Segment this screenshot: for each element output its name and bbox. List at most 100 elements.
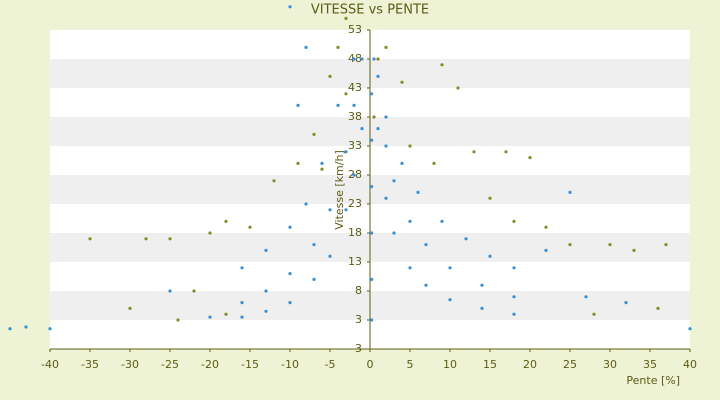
point xyxy=(344,208,348,212)
point xyxy=(328,74,332,78)
point xyxy=(408,266,412,270)
point xyxy=(272,179,276,183)
point xyxy=(336,103,340,107)
point xyxy=(320,167,324,171)
point xyxy=(370,277,374,281)
point xyxy=(370,92,374,96)
y-tick-label: 23 xyxy=(348,197,362,210)
point xyxy=(224,219,228,223)
x-tick-label: 20 xyxy=(523,358,537,371)
point xyxy=(344,16,348,20)
x-tick-label: -40 xyxy=(41,358,59,371)
point xyxy=(312,132,316,136)
point xyxy=(392,179,396,183)
point xyxy=(440,219,444,223)
point xyxy=(480,283,484,287)
point xyxy=(416,190,420,194)
point xyxy=(208,231,212,235)
point xyxy=(568,243,572,247)
point xyxy=(336,45,340,50)
point xyxy=(312,277,316,281)
point xyxy=(372,57,376,61)
point xyxy=(24,325,28,329)
point xyxy=(288,225,292,229)
x-tick-label: 40 xyxy=(683,358,697,371)
point xyxy=(424,283,428,287)
point xyxy=(488,196,492,200)
point xyxy=(528,156,532,160)
point xyxy=(352,173,356,177)
point xyxy=(144,237,148,241)
point xyxy=(344,92,348,96)
point xyxy=(512,312,516,316)
point xyxy=(512,266,516,270)
point xyxy=(408,219,412,223)
x-tick-label: 25 xyxy=(563,358,577,371)
point xyxy=(288,301,292,305)
point xyxy=(544,225,548,229)
point xyxy=(384,115,388,119)
point xyxy=(240,315,244,319)
point xyxy=(584,295,588,299)
y-tick-label: 33 xyxy=(348,139,362,152)
point xyxy=(304,202,308,206)
point xyxy=(472,150,476,154)
point xyxy=(296,161,300,165)
x-tick-label: 5 xyxy=(407,358,414,371)
point xyxy=(352,57,356,61)
point xyxy=(376,74,380,78)
point xyxy=(344,150,348,154)
x-axis-label: Pente [%] xyxy=(626,374,680,387)
chart-title: VITESSE vs PENTE xyxy=(311,3,429,18)
point xyxy=(360,57,364,61)
point xyxy=(456,86,460,90)
y-tick-label: 18 xyxy=(348,226,362,239)
point xyxy=(240,301,244,305)
point xyxy=(372,115,376,119)
point xyxy=(264,248,268,252)
point xyxy=(544,248,548,252)
point xyxy=(176,318,180,322)
point xyxy=(328,208,332,212)
x-tick-label: 10 xyxy=(443,358,457,371)
point xyxy=(376,57,380,61)
point xyxy=(488,254,492,258)
point xyxy=(408,144,412,148)
point xyxy=(512,295,516,299)
point xyxy=(320,161,324,165)
point xyxy=(312,243,316,247)
point xyxy=(440,63,444,67)
point xyxy=(504,150,508,154)
point xyxy=(592,312,596,316)
x-tick-label: -30 xyxy=(121,358,139,371)
point xyxy=(424,243,428,247)
point xyxy=(48,327,52,331)
point xyxy=(448,298,452,302)
point xyxy=(376,127,380,131)
point xyxy=(352,103,356,107)
point xyxy=(296,103,300,107)
point xyxy=(632,248,636,252)
x-tick-label: -15 xyxy=(241,358,259,371)
x-tick-label: 35 xyxy=(643,358,657,371)
x-tick-label: -5 xyxy=(325,358,336,371)
point xyxy=(240,266,244,270)
point xyxy=(8,327,12,331)
point xyxy=(664,243,668,247)
point xyxy=(304,45,308,50)
point xyxy=(288,272,292,276)
x-tick-label: 30 xyxy=(603,358,617,371)
point xyxy=(608,243,612,247)
point xyxy=(264,309,268,313)
x-tick-label: -25 xyxy=(161,358,179,371)
point xyxy=(370,138,374,142)
point xyxy=(624,301,628,305)
point xyxy=(224,312,228,316)
point xyxy=(400,161,404,165)
y-tick-label: 53 xyxy=(348,23,362,36)
point xyxy=(88,237,92,241)
point xyxy=(656,306,660,310)
y-tick-label: 8 xyxy=(355,284,362,297)
